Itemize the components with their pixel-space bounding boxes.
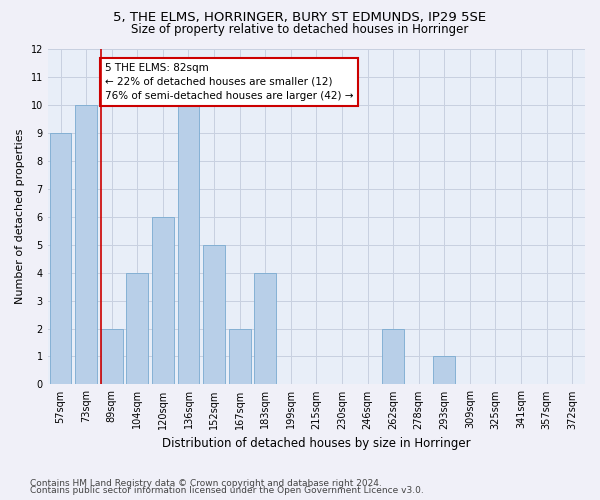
Bar	[229, 328, 251, 384]
Text: 5, THE ELMS, HORRINGER, BURY ST EDMUNDS, IP29 5SE: 5, THE ELMS, HORRINGER, BURY ST EDMUNDS,…	[113, 11, 487, 24]
Bar	[178, 105, 199, 384]
Bar	[50, 133, 71, 384]
Text: Contains HM Land Registry data © Crown copyright and database right 2024.: Contains HM Land Registry data © Crown c…	[30, 478, 382, 488]
Bar	[127, 272, 148, 384]
Bar	[152, 216, 174, 384]
Bar	[433, 356, 455, 384]
Bar	[101, 328, 122, 384]
Bar	[75, 105, 97, 384]
Text: Size of property relative to detached houses in Horringer: Size of property relative to detached ho…	[131, 24, 469, 36]
Bar	[382, 328, 404, 384]
Text: Contains public sector information licensed under the Open Government Licence v3: Contains public sector information licen…	[30, 486, 424, 495]
Y-axis label: Number of detached properties: Number of detached properties	[15, 129, 25, 304]
Bar	[254, 272, 276, 384]
X-axis label: Distribution of detached houses by size in Horringer: Distribution of detached houses by size …	[162, 437, 471, 450]
Text: 5 THE ELMS: 82sqm
← 22% of detached houses are smaller (12)
76% of semi-detached: 5 THE ELMS: 82sqm ← 22% of detached hous…	[105, 63, 353, 101]
Bar	[203, 244, 225, 384]
